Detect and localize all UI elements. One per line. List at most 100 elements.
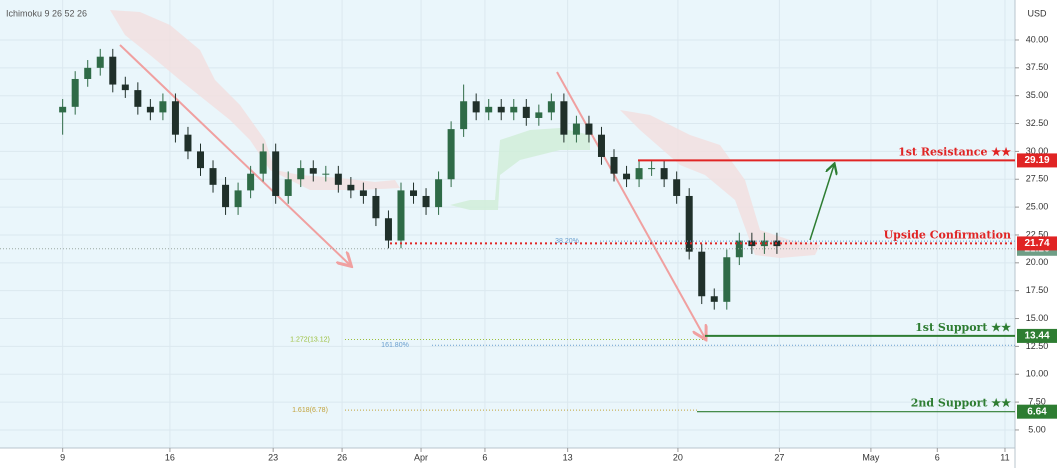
candle-body [334, 173, 342, 185]
fib-label: 38.20% [555, 238, 579, 245]
x-tick-label: 16 [165, 452, 175, 462]
candle-body [309, 168, 317, 174]
price-axis-bg [1015, 0, 1059, 468]
candle-body [159, 101, 167, 113]
candle-body [84, 67, 92, 79]
level-label: Upside Confirmation [884, 228, 1011, 241]
level-tag [1017, 328, 1057, 343]
level-label: 1st Resistance ★★ [898, 145, 1011, 158]
y-tick-label: 30.00 [1026, 146, 1049, 156]
candle-body [710, 296, 718, 302]
candle-body [623, 173, 631, 180]
candle-body [259, 151, 267, 174]
trend-arrow [556, 71, 705, 338]
level-tag [1017, 236, 1057, 251]
y-tick-label: 7.50 [1028, 396, 1046, 406]
candle-body [171, 101, 179, 135]
candle-body [635, 168, 643, 180]
candle-body [284, 179, 292, 196]
candle-body [184, 134, 192, 152]
candle-body [572, 123, 580, 135]
indicator-label: Ichimoku 9 26 52 26 [6, 8, 87, 18]
ichimoku-cloud [450, 128, 590, 210]
candle-body [209, 168, 217, 185]
y-tick-label: 15.00 [1026, 313, 1049, 323]
candle-body [560, 101, 568, 135]
candle-body [660, 168, 668, 180]
x-tick-label: 6 [482, 452, 487, 462]
fib-label: 1.272(13.12) [290, 336, 330, 343]
x-tick-label: May [862, 452, 880, 462]
y-tick-label: 35.00 [1026, 90, 1049, 100]
level-value: 21.74 [1024, 238, 1049, 249]
candle-body [485, 106, 493, 113]
x-tick-label: 9 [60, 452, 65, 462]
candle-body [234, 190, 242, 208]
time-axis-bg [0, 448, 1015, 468]
x-tick-label: 20 [673, 452, 683, 462]
candle-body [497, 106, 505, 113]
y-tick-label: 20.00 [1026, 257, 1049, 267]
candle-body [410, 190, 418, 196]
y-tick-label: 5.00 [1028, 424, 1046, 434]
candle-body [347, 184, 355, 191]
candle-body [648, 168, 656, 170]
candle-body [134, 90, 142, 107]
level-tag [1017, 404, 1057, 419]
fib-label: 1.618(6.78) [292, 407, 328, 414]
candle-body [435, 179, 443, 208]
level-value: 6.64 [1027, 406, 1047, 417]
candle-body [472, 101, 480, 113]
candle-body [510, 106, 518, 113]
y-tick-label: 37.50 [1026, 62, 1049, 72]
candle-body [121, 84, 129, 91]
candle-body [247, 173, 255, 191]
candle-body [422, 195, 430, 208]
y-tick-label: 17.50 [1026, 285, 1049, 295]
candle-body [71, 78, 79, 107]
y-tick-label: 10.00 [1026, 369, 1049, 379]
candle-body [698, 251, 706, 297]
candle-body [196, 151, 204, 169]
candle-body [359, 190, 367, 196]
candle-body [222, 184, 230, 208]
candle-body [384, 218, 392, 241]
ichimoku-cloud [110, 10, 400, 190]
candle-body [535, 112, 543, 118]
candle-body [685, 195, 693, 252]
ichimoku-cloud [620, 110, 820, 258]
level-label: 2nd Support ★★ [911, 397, 1011, 410]
x-tick-label: 6 [935, 452, 940, 462]
y-tick-label: 22.50 [1026, 229, 1049, 239]
projection-arrow [809, 165, 834, 241]
candle-body [673, 179, 681, 196]
level-tag [1017, 153, 1057, 168]
x-tick-label: Apr [414, 452, 428, 462]
grid [0, 0, 1015, 448]
candle-body [723, 257, 731, 302]
candle-body [322, 173, 330, 175]
currency-label: USD [1027, 8, 1047, 18]
candle-body [447, 129, 455, 180]
candle-body [297, 168, 305, 180]
candle-body [547, 101, 555, 113]
candle-body [522, 106, 530, 118]
x-tick-label: 23 [268, 452, 278, 462]
y-tick-label: 40.00 [1026, 34, 1049, 44]
candle-body [146, 106, 154, 113]
x-tick-label: 26 [337, 452, 347, 462]
candle-body [109, 56, 117, 85]
fib-label: 161.80% [381, 342, 409, 349]
candle-body [372, 195, 380, 219]
level-value: 13.44 [1024, 331, 1049, 342]
candle-body [397, 190, 405, 241]
y-tick-label: 32.50 [1026, 118, 1049, 128]
candle-body [585, 123, 593, 135]
candle-body [59, 106, 67, 113]
level-value: 29.19 [1024, 155, 1049, 166]
candle-body [460, 101, 468, 130]
y-tick-label: 27.50 [1026, 174, 1049, 184]
y-tick-label: 12.50 [1026, 341, 1049, 351]
